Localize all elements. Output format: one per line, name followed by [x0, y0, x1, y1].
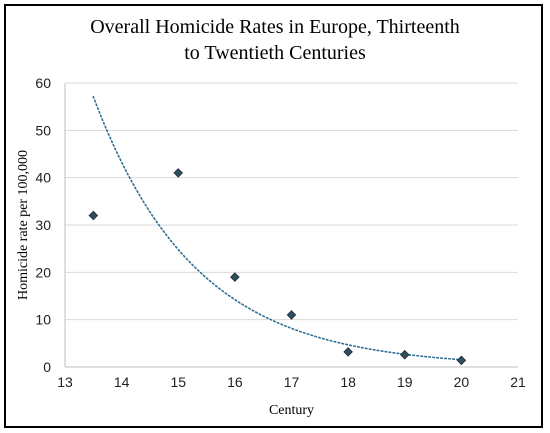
- x-tick-label: 14: [114, 374, 130, 390]
- x-tick-label: 13: [57, 374, 73, 390]
- chart-title-line-2: to Twentieth Centuries: [184, 42, 366, 64]
- data-point: [88, 210, 99, 221]
- trendline-group: [92, 95, 463, 361]
- x-tick-label: 20: [454, 374, 470, 390]
- y-tick-labels: 0 10 20 30 40 50 60: [35, 75, 51, 375]
- chart-title-line-1: Overall Homicide Rates in Europe, Thirte…: [90, 16, 460, 38]
- y-axis-label: Homicide rate per 100,000: [16, 150, 31, 300]
- y-tick-label: 30: [35, 217, 51, 233]
- x-tick-label: 15: [170, 374, 186, 390]
- chart-title: Overall Homicide Rates in Europe, Thirte…: [0, 14, 550, 66]
- data-point: [286, 310, 297, 320]
- y-tick-label: 50: [35, 122, 51, 138]
- y-tick-label: 20: [35, 264, 51, 280]
- x-tick-label: 21: [510, 374, 526, 390]
- data-point: [399, 349, 410, 360]
- x-tick-label: 19: [397, 374, 413, 390]
- x-tick-labels: 13 14 15 16 17 18 19 20 21: [57, 374, 526, 390]
- trendline: [92, 95, 463, 361]
- gridlines: [65, 82, 518, 321]
- data-point: [173, 168, 184, 178]
- y-tick-label: 0: [43, 359, 51, 375]
- x-tick-label: 17: [284, 374, 300, 390]
- y-tick-label: 40: [35, 170, 51, 186]
- y-tick-label: 60: [35, 75, 51, 91]
- x-tick-label: 18: [340, 374, 356, 390]
- data-point: [230, 272, 240, 282]
- y-tick-label: 10: [35, 312, 51, 328]
- x-axis-label: Century: [269, 403, 314, 418]
- data-point: [456, 355, 467, 366]
- axes: [64, 83, 518, 368]
- data-point: [343, 347, 353, 357]
- data-points: [88, 168, 467, 366]
- x-tick-label: 16: [227, 374, 243, 390]
